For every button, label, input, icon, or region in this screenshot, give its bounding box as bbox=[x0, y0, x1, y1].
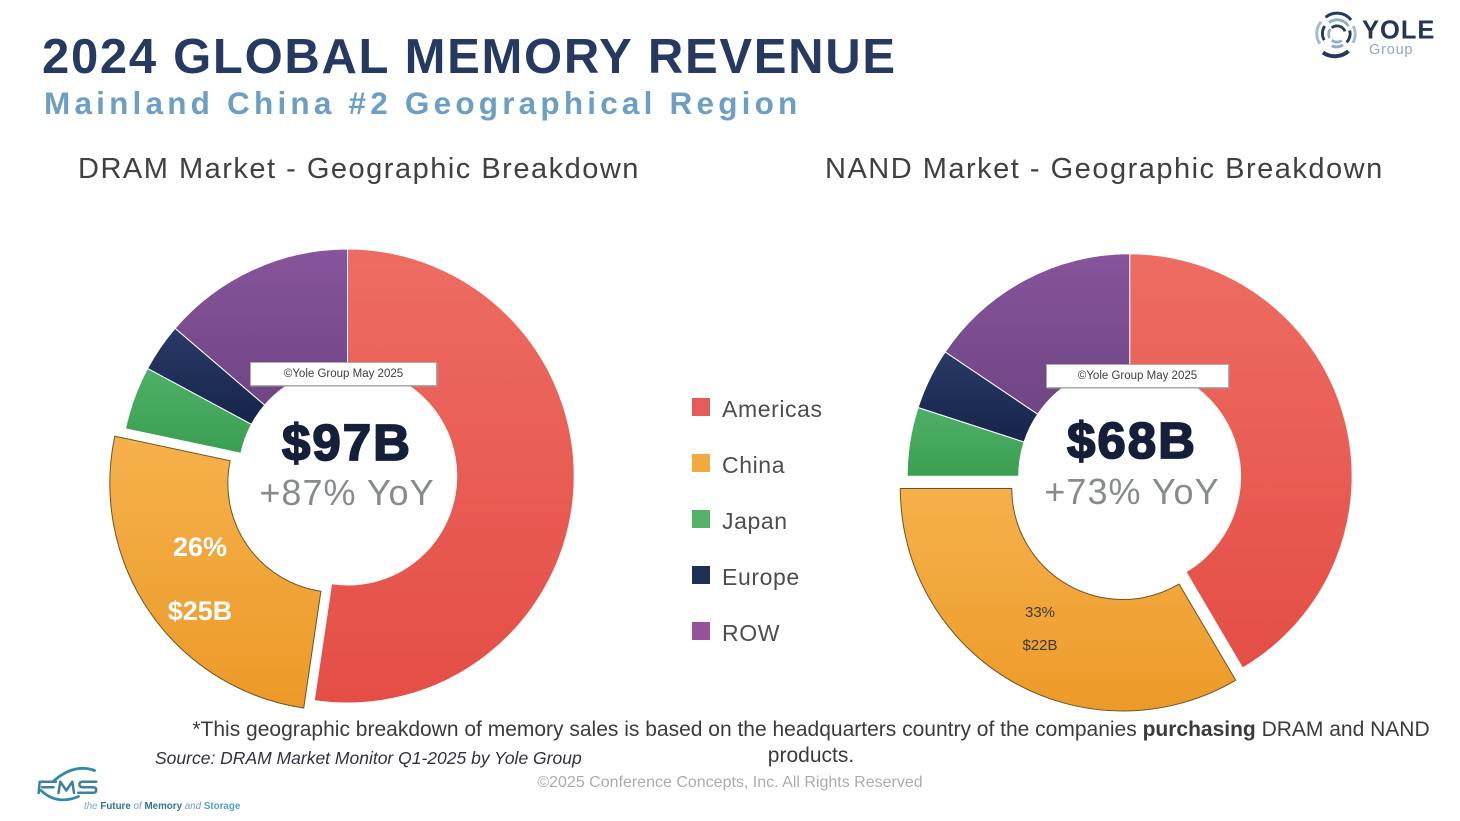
svg-text:YOLE: YOLE bbox=[1362, 17, 1435, 45]
svg-text:the Future of Memory and Stora: the Future of Memory and Storage bbox=[84, 801, 241, 812]
svg-text:Group: Group bbox=[1369, 42, 1413, 58]
